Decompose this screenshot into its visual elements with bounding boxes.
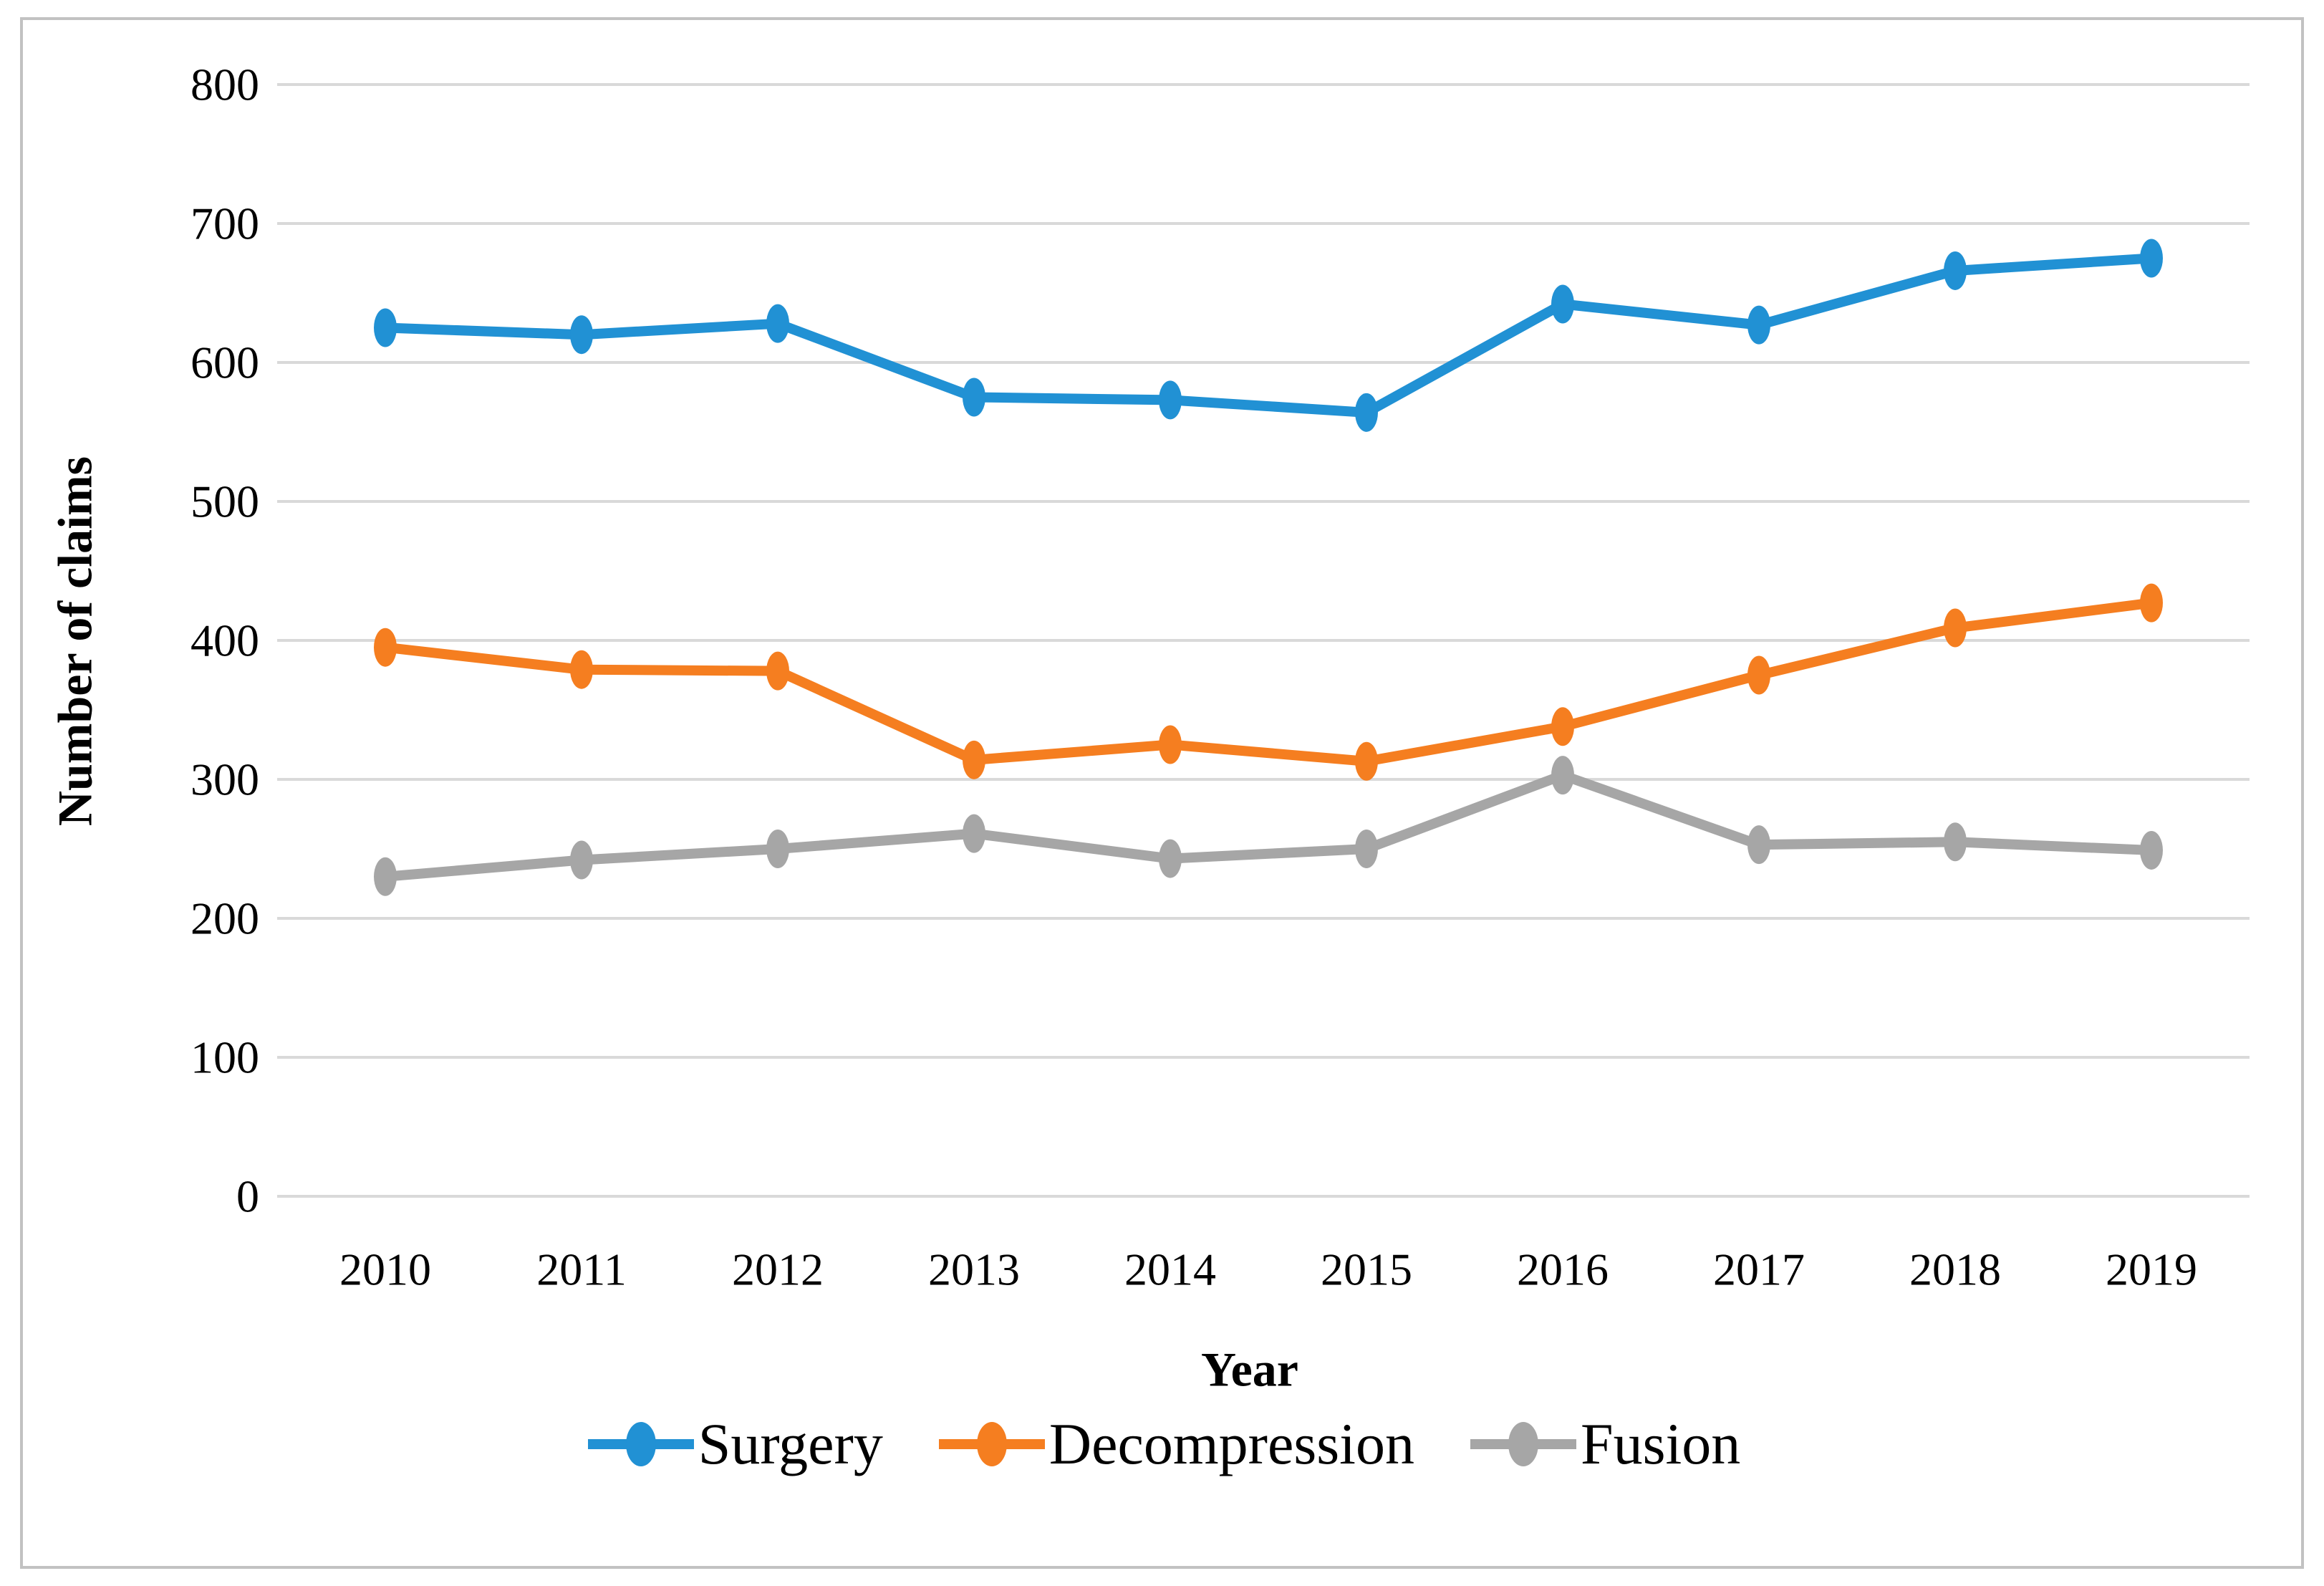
- data-point-decompression-2015: [1355, 741, 1378, 781]
- data-point-surgery-2016: [1551, 284, 1574, 324]
- y-tick-label-400: 400: [191, 615, 259, 666]
- data-point-fusion-2018: [1944, 822, 1967, 862]
- x-tick-label-2014: 2014: [1124, 1244, 1216, 1295]
- series-line-decompression: [380, 597, 2156, 766]
- series-line-fusion: [380, 770, 2156, 882]
- legend-marker-decompression-icon: [938, 1422, 1045, 1466]
- x-tick-label-2018: 2018: [1909, 1244, 2001, 1295]
- data-point-decompression-2018: [1944, 608, 1967, 648]
- data-point-surgery-2010: [374, 308, 397, 347]
- y-tick-label-0: 0: [236, 1171, 259, 1222]
- legend-label-decompression: Decompression: [1048, 1411, 1414, 1476]
- y-tick-label-700: 700: [191, 198, 259, 249]
- y-tick-label-600: 600: [191, 337, 259, 388]
- data-point-surgery-2019: [2140, 239, 2163, 278]
- y-tick-label-200: 200: [191, 893, 259, 944]
- data-point-fusion-2015: [1355, 830, 1378, 868]
- data-point-surgery-2015: [1355, 393, 1378, 432]
- data-point-surgery-2011: [570, 315, 593, 355]
- data-point-fusion-2017: [1747, 825, 1770, 865]
- data-point-surgery-2013: [963, 378, 985, 417]
- data-point-decompression-2017: [1747, 655, 1770, 695]
- data-point-fusion-2016: [1551, 756, 1574, 795]
- data-point-fusion-2012: [766, 830, 789, 868]
- legend-item-decompression: Decompression: [935, 1415, 1414, 1474]
- x-tick-label-2011: 2011: [536, 1244, 627, 1295]
- x-tick-label-2017: 2017: [1713, 1244, 1805, 1295]
- x-tick-label-2010: 2010: [339, 1244, 431, 1295]
- data-point-surgery-2018: [1944, 251, 1967, 290]
- legend: Surgery Decompression Fusion: [0, 1415, 2324, 1474]
- y-axis-title: Number of claims: [47, 456, 102, 827]
- data-point-decompression-2010: [374, 628, 397, 667]
- data-point-decompression-2011: [570, 650, 593, 689]
- x-tick-label-2013: 2013: [928, 1244, 1020, 1295]
- data-point-decompression-2019: [2140, 583, 2163, 623]
- y-tick-label-500: 500: [191, 476, 259, 527]
- y-tick-label-800: 800: [191, 59, 259, 110]
- data-point-decompression-2012: [766, 651, 789, 691]
- data-point-surgery-2012: [766, 304, 789, 343]
- data-point-fusion-2014: [1159, 839, 1182, 878]
- y-tick-label-100: 100: [191, 1032, 259, 1083]
- legend-marker-fusion-icon: [1470, 1422, 1576, 1466]
- legend-item-surgery: Surgery: [584, 1415, 883, 1474]
- y-tick-label-300: 300: [191, 754, 259, 805]
- x-tick-label-2019: 2019: [2106, 1244, 2197, 1295]
- x-tick-label-2016: 2016: [1517, 1244, 1609, 1295]
- data-point-fusion-2019: [2140, 830, 2163, 870]
- data-point-decompression-2016: [1551, 707, 1574, 746]
- x-tick-label-2015: 2015: [1321, 1244, 1412, 1295]
- data-point-decompression-2013: [963, 740, 985, 779]
- legend-label-surgery: Surgery: [698, 1411, 883, 1476]
- data-point-fusion-2013: [963, 814, 985, 853]
- x-axis-title: Year: [1201, 1342, 1298, 1397]
- data-point-surgery-2014: [1159, 380, 1182, 420]
- data-point-surgery-2017: [1747, 305, 1770, 345]
- data-point-decompression-2014: [1159, 725, 1182, 764]
- series-line-surgery: [380, 253, 2156, 418]
- legend-label-fusion: Fusion: [1580, 1411, 1741, 1476]
- data-point-fusion-2011: [570, 840, 593, 880]
- data-point-fusion-2010: [374, 857, 397, 896]
- legend-item-fusion: Fusion: [1466, 1415, 1740, 1474]
- legend-marker-surgery-icon: [587, 1422, 694, 1466]
- x-tick-label-2012: 2012: [732, 1244, 824, 1295]
